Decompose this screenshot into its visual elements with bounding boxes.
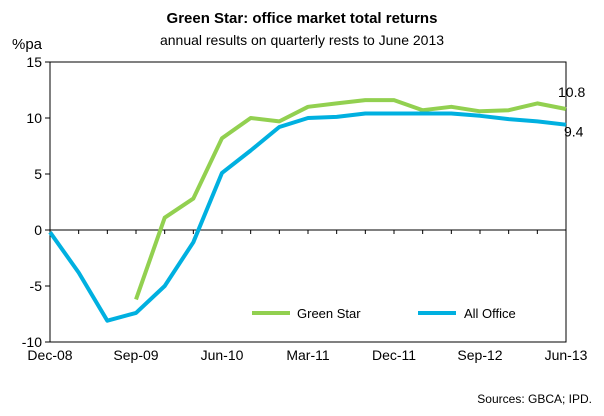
y-tick-label: 5 <box>34 166 42 182</box>
end-label-all-office: 9.4 <box>564 124 584 140</box>
plot-frame <box>49 61 567 343</box>
x-tick-label: Jun-13 <box>545 347 588 363</box>
x-tick-label: Dec-08 <box>27 347 72 363</box>
x-tick-label: Sep-12 <box>457 347 502 363</box>
x-tick-label: Dec-11 <box>372 347 416 363</box>
legend-all-office-label: All Office <box>464 306 516 321</box>
end-label-green-star: 10.8 <box>558 84 585 100</box>
y-tick-label: -5 <box>30 278 43 294</box>
y-tick-label: -10 <box>22 334 42 350</box>
x-tick-label: Jun-10 <box>201 347 244 363</box>
series-line-green-star <box>134 98 567 301</box>
y-tick-label: 10 <box>26 110 42 126</box>
series-line-all-office <box>48 111 567 323</box>
y-axis-label: %pa <box>12 36 43 53</box>
chart-subtitle: annual results on quarterly rests to Jun… <box>159 32 445 48</box>
source-note: Sources: GBCA; IPD. <box>477 392 592 406</box>
x-tick-label: Mar-11 <box>286 347 330 363</box>
legend-green-star-label: Green Star <box>297 306 361 321</box>
y-tick-label: 15 <box>26 54 42 70</box>
chart-title: Green Star: office market total returns <box>166 10 438 27</box>
y-tick-label: 0 <box>34 222 42 238</box>
x-tick-label: Sep-09 <box>113 347 158 363</box>
